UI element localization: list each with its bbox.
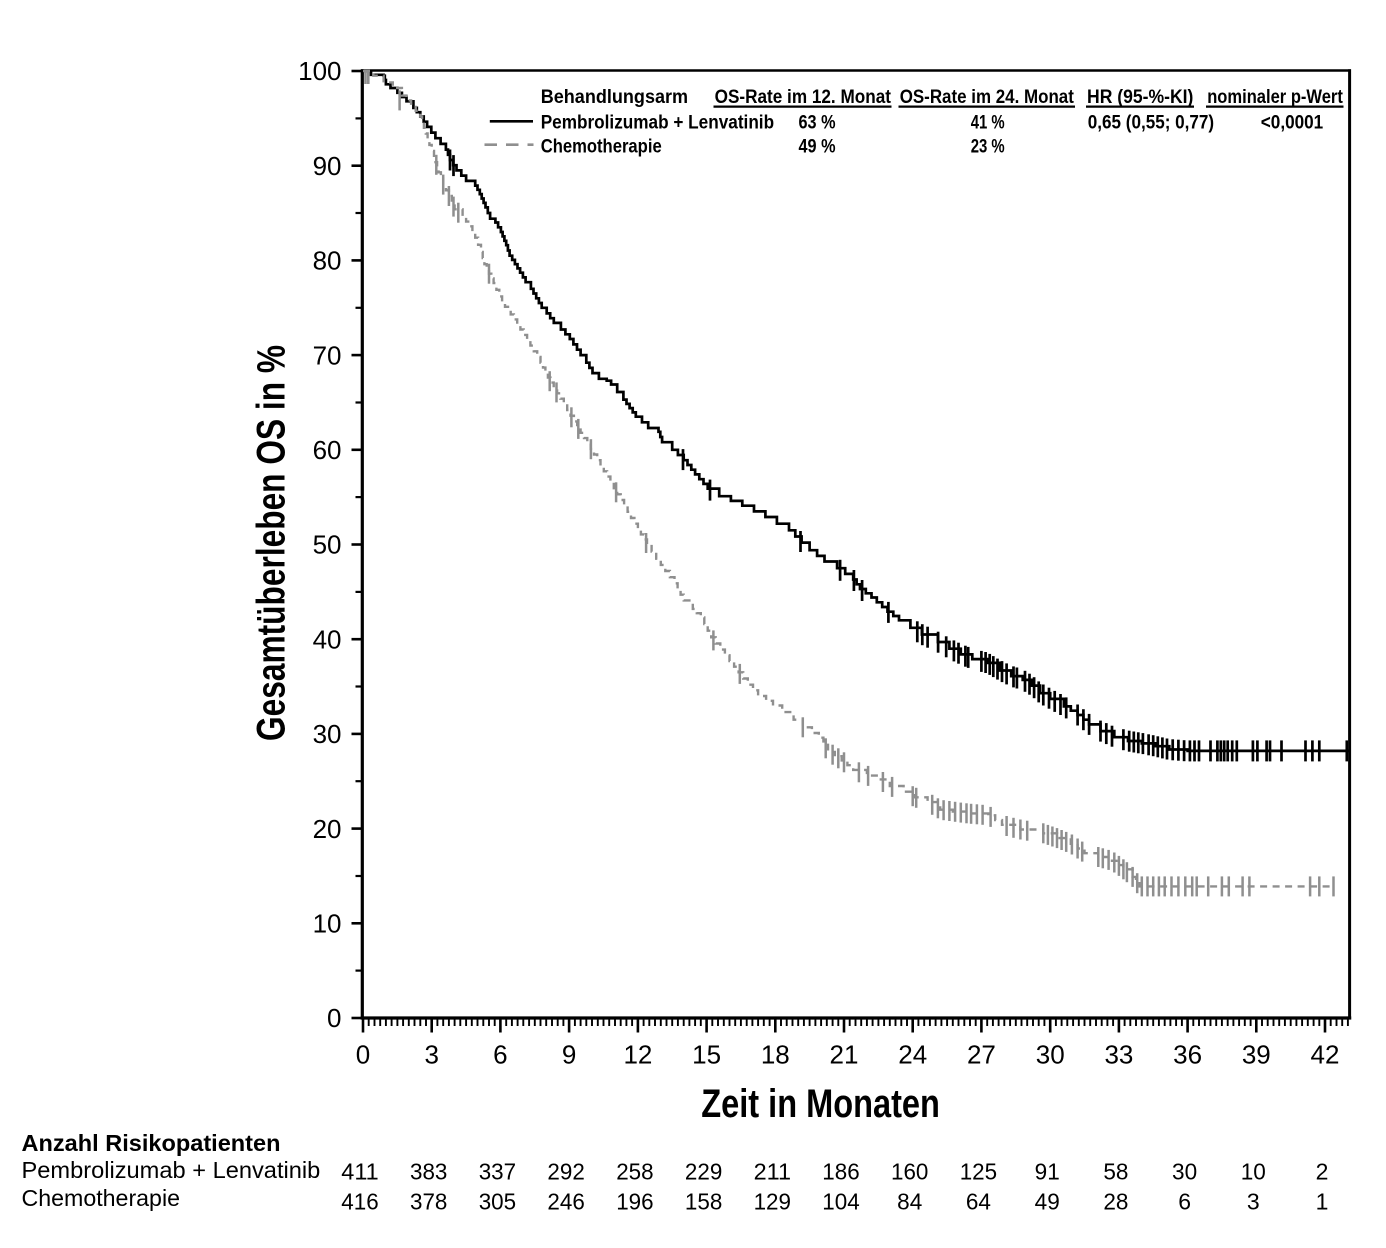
svg-text:411: 411: [341, 1159, 378, 1185]
svg-text:64: 64: [966, 1189, 991, 1215]
svg-text:3: 3: [424, 1040, 438, 1070]
svg-text:337: 337: [479, 1159, 516, 1185]
svg-text:33: 33: [1104, 1040, 1133, 1070]
svg-text:Zeit in Monaten: Zeit in Monaten: [701, 1082, 940, 1126]
svg-text:30: 30: [1036, 1040, 1065, 1070]
svg-text:10: 10: [313, 909, 342, 939]
svg-text:<0,0001: <0,0001: [1261, 112, 1324, 134]
svg-text:80: 80: [313, 246, 342, 276]
svg-text:39: 39: [1242, 1040, 1271, 1070]
svg-text:6: 6: [493, 1040, 507, 1070]
svg-text:24: 24: [898, 1040, 927, 1070]
svg-text:125: 125: [960, 1159, 997, 1185]
svg-text:3: 3: [1247, 1189, 1260, 1215]
svg-text:23 %: 23 %: [971, 135, 1005, 157]
svg-text:63 %: 63 %: [799, 112, 836, 134]
svg-text:Gesamtüberleben OS in %: Gesamtüberleben OS in %: [250, 345, 294, 741]
svg-text:Behandlungsarm: Behandlungsarm: [541, 86, 688, 108]
svg-text:20: 20: [313, 814, 342, 844]
svg-text:378: 378: [410, 1189, 447, 1215]
svg-text:12: 12: [623, 1040, 652, 1070]
svg-text:2: 2: [1316, 1159, 1329, 1185]
svg-text:9: 9: [562, 1040, 576, 1070]
svg-text:18: 18: [761, 1040, 790, 1070]
svg-text:15: 15: [692, 1040, 721, 1070]
svg-text:104: 104: [822, 1189, 859, 1215]
svg-text:158: 158: [685, 1189, 722, 1215]
svg-text:50: 50: [313, 530, 342, 560]
svg-text:6: 6: [1178, 1189, 1191, 1215]
svg-text:0: 0: [327, 1003, 341, 1033]
svg-text:10: 10: [1241, 1159, 1266, 1185]
svg-text:90: 90: [313, 151, 342, 181]
svg-text:91: 91: [1035, 1159, 1060, 1185]
svg-text:196: 196: [616, 1189, 653, 1215]
svg-text:0,65 (0,55; 0,77): 0,65 (0,55; 0,77): [1088, 112, 1214, 134]
svg-text:186: 186: [822, 1159, 859, 1185]
svg-text:84: 84: [897, 1189, 922, 1215]
svg-text:nominaler p-Wert: nominaler p-Wert: [1207, 86, 1343, 108]
svg-text:Pembrolizumab + Lenvatinib: Pembrolizumab + Lenvatinib: [541, 112, 774, 134]
svg-text:258: 258: [616, 1159, 653, 1185]
svg-text:Chemotherapie: Chemotherapie: [22, 1185, 181, 1211]
svg-text:70: 70: [313, 340, 342, 370]
svg-text:1: 1: [1316, 1189, 1329, 1215]
svg-text:OS-Rate im 12. Monat: OS-Rate im 12. Monat: [715, 86, 892, 108]
svg-text:HR (95-%-KI): HR (95-%-KI): [1087, 86, 1193, 108]
svg-text:40: 40: [313, 624, 342, 654]
svg-text:21: 21: [830, 1040, 859, 1070]
svg-text:OS-Rate im 24. Monat: OS-Rate im 24. Monat: [900, 86, 1075, 108]
svg-text:36: 36: [1173, 1040, 1202, 1070]
svg-text:Anzahl Risikopatienten: Anzahl Risikopatienten: [22, 1130, 281, 1156]
svg-text:246: 246: [547, 1189, 584, 1215]
svg-text:416: 416: [341, 1189, 378, 1215]
svg-text:305: 305: [479, 1189, 516, 1215]
svg-text:41 %: 41 %: [971, 112, 1005, 134]
svg-text:28: 28: [1103, 1189, 1128, 1215]
svg-text:42: 42: [1311, 1040, 1340, 1070]
svg-text:160: 160: [891, 1159, 928, 1185]
svg-text:129: 129: [754, 1189, 791, 1215]
svg-text:383: 383: [410, 1159, 447, 1185]
svg-text:49: 49: [1035, 1189, 1060, 1215]
svg-text:30: 30: [313, 719, 342, 749]
svg-text:60: 60: [313, 435, 342, 465]
svg-text:Chemotherapie: Chemotherapie: [541, 135, 662, 157]
svg-text:49 %: 49 %: [799, 135, 836, 157]
svg-text:292: 292: [547, 1159, 584, 1185]
svg-text:27: 27: [967, 1040, 996, 1070]
svg-text:229: 229: [685, 1159, 722, 1185]
svg-text:Pembrolizumab + Lenvatinib: Pembrolizumab + Lenvatinib: [22, 1157, 321, 1183]
svg-text:100: 100: [298, 56, 341, 86]
svg-text:211: 211: [754, 1159, 791, 1185]
svg-text:0: 0: [356, 1040, 370, 1070]
svg-text:30: 30: [1172, 1159, 1197, 1185]
svg-text:58: 58: [1103, 1159, 1128, 1185]
